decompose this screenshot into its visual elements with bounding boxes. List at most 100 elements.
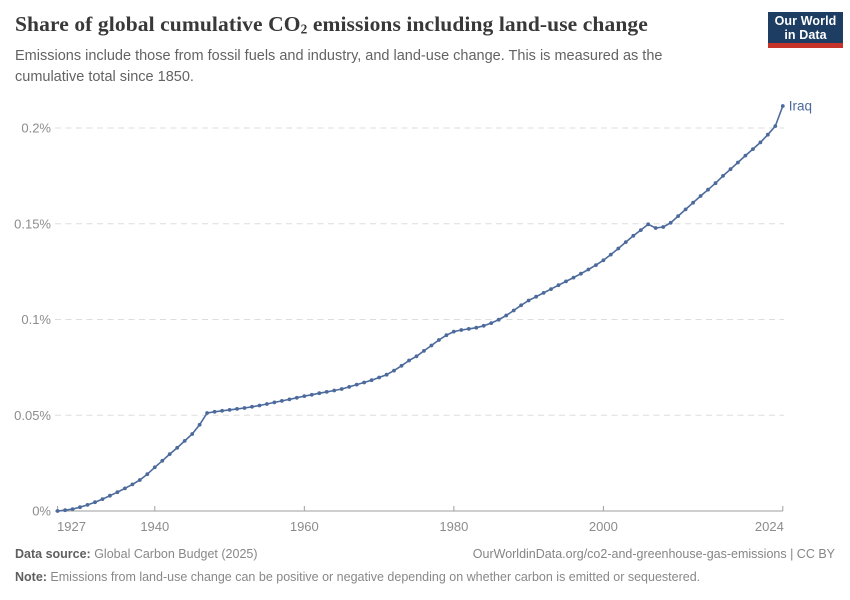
data-point-marker[interactable]: [167, 452, 172, 456]
data-point-marker[interactable]: [451, 329, 456, 334]
data-point-marker[interactable]: [227, 408, 232, 412]
data-point-marker[interactable]: [481, 323, 486, 328]
data-point-marker[interactable]: [631, 233, 636, 238]
data-point-marker[interactable]: [407, 358, 411, 363]
data-point-marker[interactable]: [556, 283, 561, 288]
data-point-marker[interactable]: [437, 338, 441, 342]
data-point-marker[interactable]: [197, 422, 202, 427]
data-point-marker[interactable]: [601, 258, 606, 263]
data-point-marker[interactable]: [608, 252, 613, 257]
data-point-marker[interactable]: [713, 181, 718, 186]
data-point-marker[interactable]: [429, 343, 434, 348]
data-point-marker[interactable]: [668, 220, 673, 225]
data-point-marker[interactable]: [175, 445, 180, 450]
data-point-marker[interactable]: [332, 388, 337, 393]
data-point-marker[interactable]: [302, 394, 307, 398]
data-point-marker[interactable]: [414, 354, 419, 359]
data-point-marker[interactable]: [459, 328, 464, 332]
data-point-marker[interactable]: [257, 403, 262, 408]
data-point-marker[interactable]: [309, 392, 314, 397]
data-point-marker[interactable]: [384, 372, 389, 377]
data-point-marker[interactable]: [115, 490, 120, 495]
data-point-marker[interactable]: [728, 167, 733, 172]
data-point-marker[interactable]: [466, 327, 471, 331]
data-point-marker[interactable]: [721, 174, 725, 178]
data-point-marker[interactable]: [294, 395, 299, 400]
data-point-marker[interactable]: [579, 271, 583, 276]
data-point-marker[interactable]: [526, 298, 531, 303]
data-point-marker[interactable]: [743, 153, 748, 158]
data-point-marker[interactable]: [354, 382, 359, 387]
series-end-label[interactable]: Iraq: [789, 98, 812, 113]
data-point-marker[interactable]: [137, 478, 142, 482]
data-point-marker[interactable]: [272, 400, 277, 405]
data-point-marker[interactable]: [392, 368, 396, 373]
data-point-marker[interactable]: [205, 411, 210, 415]
data-point-marker[interactable]: [369, 378, 374, 383]
data-point-marker[interactable]: [347, 385, 352, 389]
data-point-marker[interactable]: [242, 406, 247, 410]
data-point-marker[interactable]: [571, 275, 576, 280]
data-point-marker[interactable]: [489, 321, 494, 325]
data-point-marker[interactable]: [623, 240, 628, 245]
data-point-marker[interactable]: [661, 225, 666, 229]
data-point-marker[interactable]: [70, 507, 75, 511]
data-point-marker[interactable]: [339, 387, 344, 391]
data-line-iraq[interactable]: [56, 105, 784, 512]
data-point-marker[interactable]: [100, 497, 105, 501]
data-point-marker[interactable]: [706, 187, 710, 192]
data-point-marker[interactable]: [474, 325, 479, 330]
data-point-marker[interactable]: [287, 397, 292, 402]
data-point-marker[interactable]: [691, 200, 695, 205]
data-point-marker[interactable]: [683, 207, 688, 212]
data-point-marker[interactable]: [93, 500, 97, 505]
data-point-marker[interactable]: [108, 493, 112, 498]
data-point-marker[interactable]: [317, 391, 322, 396]
data-point-marker[interactable]: [399, 363, 404, 368]
data-point-marker[interactable]: [653, 226, 658, 230]
data-point-marker[interactable]: [541, 291, 546, 295]
data-point-marker[interactable]: [422, 349, 426, 353]
data-point-marker[interactable]: [534, 294, 538, 299]
data-point-marker[interactable]: [511, 308, 516, 313]
data-point-marker[interactable]: [519, 303, 523, 308]
data-point-marker[interactable]: [773, 124, 778, 128]
data-point-marker[interactable]: [190, 432, 195, 436]
data-point-marker[interactable]: [504, 313, 509, 318]
data-point-marker[interactable]: [212, 409, 217, 414]
data-point-marker[interactable]: [55, 509, 60, 513]
data-point-marker[interactable]: [63, 508, 67, 513]
data-point-marker[interactable]: [123, 486, 127, 491]
data-point-marker[interactable]: [85, 503, 90, 507]
data-point-marker[interactable]: [280, 399, 284, 403]
data-point-marker[interactable]: [646, 222, 651, 227]
data-point-marker[interactable]: [220, 408, 225, 413]
data-point-marker[interactable]: [235, 407, 239, 411]
data-point-marker[interactable]: [444, 333, 449, 338]
data-point-marker[interactable]: [152, 465, 157, 470]
data-point-marker[interactable]: [160, 458, 165, 463]
data-point-marker[interactable]: [564, 279, 568, 284]
data-point-marker[interactable]: [182, 439, 187, 443]
data-point-marker[interactable]: [751, 147, 755, 152]
data-point-marker[interactable]: [638, 228, 643, 233]
owid-url-link[interactable]: OurWorldinData.org/co2-and-greenhouse-ga…: [472, 547, 835, 561]
data-point-marker[interactable]: [78, 505, 82, 510]
data-point-marker[interactable]: [698, 194, 703, 198]
data-point-marker[interactable]: [586, 267, 591, 272]
data-point-marker[interactable]: [780, 104, 785, 108]
data-point-marker[interactable]: [377, 375, 381, 380]
data-point-marker[interactable]: [736, 160, 740, 165]
data-point-marker[interactable]: [324, 390, 329, 394]
data-point-marker[interactable]: [265, 402, 269, 406]
data-point-marker[interactable]: [250, 404, 254, 409]
data-point-marker[interactable]: [758, 140, 763, 145]
data-point-marker[interactable]: [496, 317, 501, 322]
data-point-marker[interactable]: [145, 472, 150, 477]
data-point-marker[interactable]: [362, 380, 366, 385]
data-point-marker[interactable]: [594, 263, 598, 267]
data-point-marker[interactable]: [765, 132, 770, 137]
data-point-marker[interactable]: [549, 287, 553, 291]
data-point-marker[interactable]: [676, 214, 680, 219]
owid-logo[interactable]: Our World in Data: [768, 12, 843, 48]
